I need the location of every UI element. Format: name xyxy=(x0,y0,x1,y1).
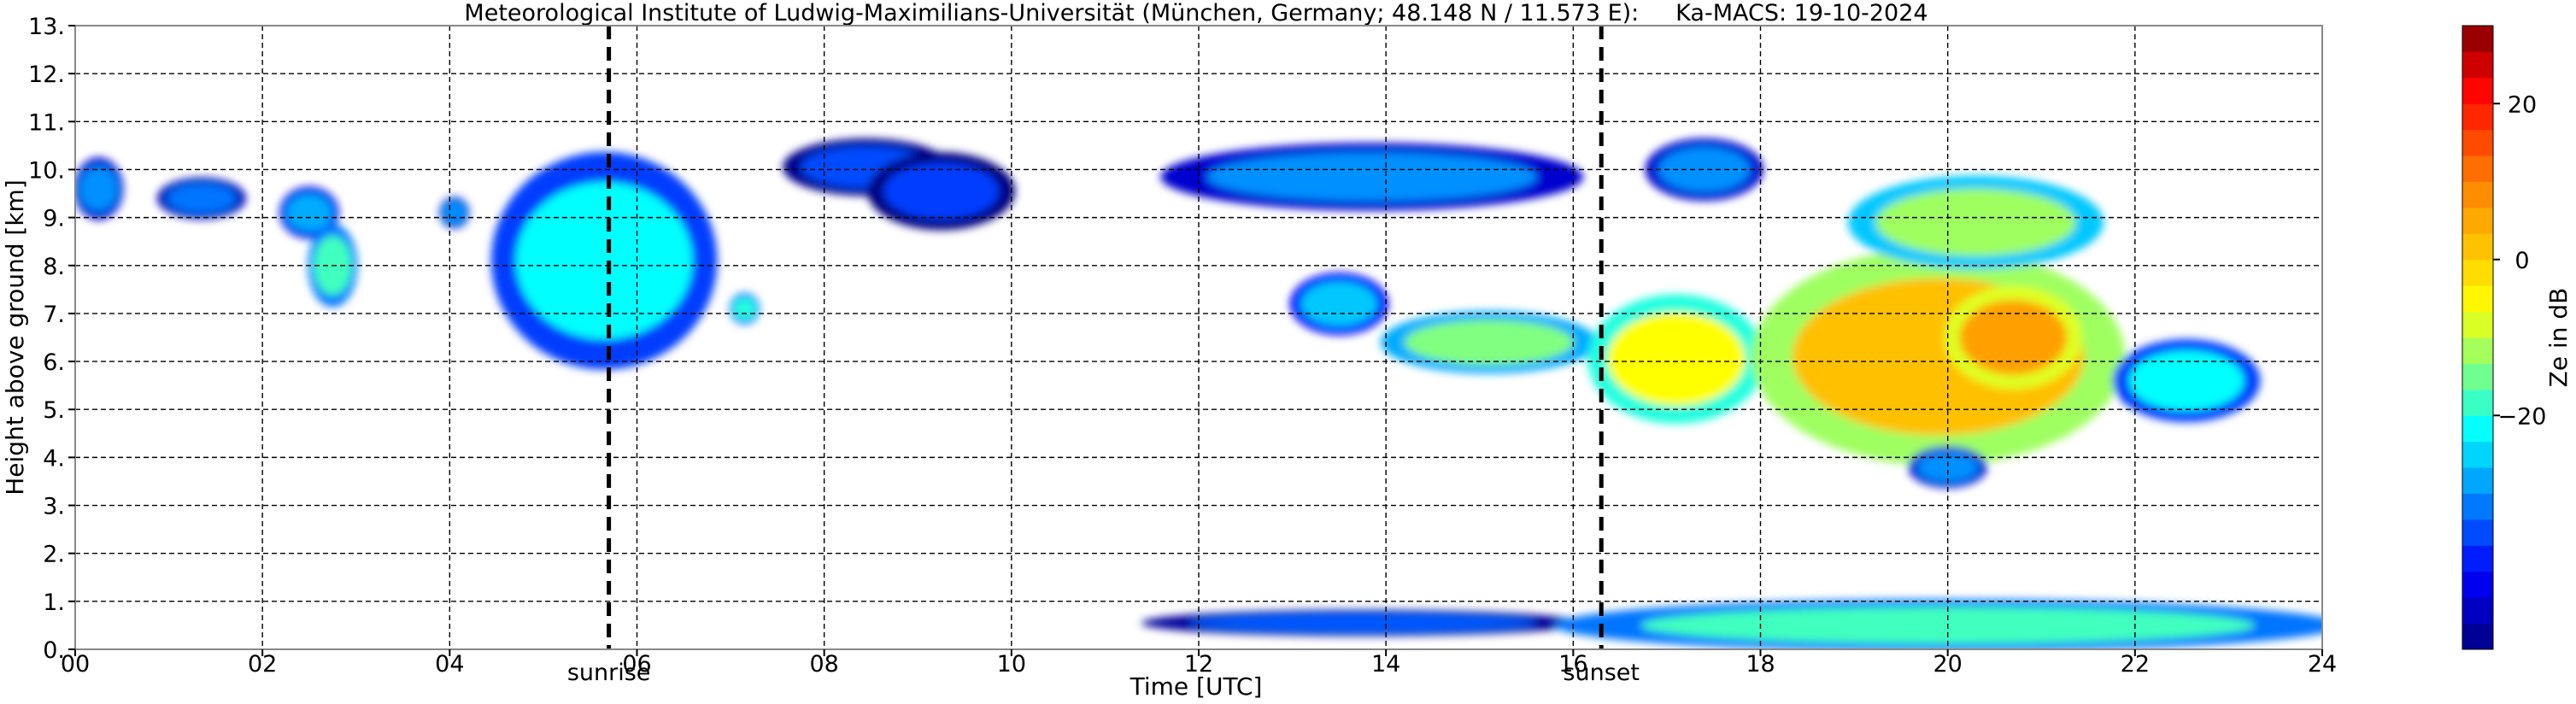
echo-region-10 xyxy=(1206,152,1537,202)
x-tick-label: 18 xyxy=(1746,651,1775,678)
echo-region-12 xyxy=(1300,281,1378,326)
echo-region-1 xyxy=(79,166,118,212)
colorbar-segment xyxy=(2462,129,2493,156)
colorbar-label: Ze in dB xyxy=(2544,288,2573,388)
x-tick-label: 08 xyxy=(809,651,838,678)
chart-title: Meteorological Institute of Ludwig-Maxim… xyxy=(464,0,1928,26)
echo-region-7 xyxy=(733,297,756,320)
sunset-label: sunset xyxy=(1563,660,1640,686)
echo-region-20 xyxy=(1189,613,1535,633)
colorbar-segment xyxy=(2462,259,2493,286)
echo-region-16 xyxy=(1875,188,2076,256)
y-tick-label: 2. xyxy=(43,542,65,568)
colorbar-segment xyxy=(2462,389,2493,416)
echo-region-13 xyxy=(1404,320,1574,365)
colorbar-tick-label: 0 xyxy=(2514,248,2529,274)
y-tick-label: 5. xyxy=(43,397,65,424)
echo-region-14 xyxy=(1607,312,1746,407)
colorbar-segment xyxy=(2462,233,2493,261)
y-tick-label: 1. xyxy=(43,590,65,616)
echo-region-6 xyxy=(515,182,693,340)
colorbar-segment xyxy=(2462,285,2493,313)
y-tick-label: 11. xyxy=(28,109,65,136)
x-tick-label: 16 xyxy=(1558,651,1587,678)
colorbar-segment xyxy=(2462,363,2493,390)
y-tick-label: 3. xyxy=(43,494,65,520)
colorbar-segment xyxy=(2462,51,2493,79)
echo-region-3 xyxy=(286,194,332,232)
y-tick-label: 13. xyxy=(28,14,65,40)
colorbar-segment xyxy=(2462,181,2493,208)
echo-region-11 xyxy=(1658,147,1751,192)
y-tick-label: 9. xyxy=(43,206,65,232)
echo-region-18 xyxy=(2128,350,2244,411)
colorbar-segment xyxy=(2462,623,2493,650)
y-tick-label: 8. xyxy=(43,254,65,280)
colorbar-tick-label: −20 xyxy=(2498,403,2547,430)
y-tick-label: 7. xyxy=(43,302,65,328)
colorbar-segment xyxy=(2462,571,2493,598)
x-tick-label: 00 xyxy=(61,651,90,678)
x-tick-label: 04 xyxy=(435,651,464,678)
colorbar: −20 0 20 xyxy=(2462,25,2547,650)
y-tick-label: 10. xyxy=(28,157,65,184)
colorbar-segment xyxy=(2462,597,2493,625)
colorbar-segment xyxy=(2462,545,2493,572)
colorbar-segment xyxy=(2462,207,2493,234)
reflectivity-field xyxy=(75,138,2322,649)
y-tick-label: 12. xyxy=(28,62,65,88)
x-tick-label: 14 xyxy=(1371,651,1400,678)
x-tick-label: 20 xyxy=(1933,651,1962,678)
annotations: sunrise sunset xyxy=(567,26,1640,686)
echo-region-5 xyxy=(443,201,466,225)
colorbar-segment xyxy=(2462,337,2493,364)
grid xyxy=(75,26,2322,649)
colorbar-segment xyxy=(2462,493,2493,520)
y-axis-label: Height above ground [km] xyxy=(1,179,29,496)
x-tick-label: 10 xyxy=(997,651,1026,678)
colorbar-segment xyxy=(2462,415,2493,443)
x-axis: 00 02 04 06 08 10 12 14 16 18 20 22 24 xyxy=(61,649,2337,678)
y-tick-label: 6. xyxy=(43,349,65,376)
x-tick-label: 22 xyxy=(2121,651,2150,678)
x-tick-label: 02 xyxy=(248,651,277,678)
colorbar-segment xyxy=(2462,467,2493,494)
colorbar-segment xyxy=(2462,311,2493,338)
echo-region-17 xyxy=(1959,300,2068,375)
echo-region-2 xyxy=(167,183,237,214)
colorbar-tick-label: 20 xyxy=(2508,91,2537,118)
x-axis-label: Time [UTC] xyxy=(1130,672,1263,701)
y-tick-label: 4. xyxy=(43,445,65,472)
x-tick-label: 12 xyxy=(1184,651,1213,678)
x-tick-label: 24 xyxy=(2308,651,2337,678)
colorbar-segment xyxy=(2462,441,2493,468)
colorbar-segment xyxy=(2462,26,2493,52)
colorbar-frame xyxy=(2462,25,2494,650)
y-axis: 0. 1. 2. 3. 4. 5. 6. 7. 8. 9. 10. 11. 12. 13. xyxy=(28,14,75,664)
y-tick-label: 0. xyxy=(43,637,65,664)
echo-region-19 xyxy=(1916,452,1979,483)
x-tick-label: 06 xyxy=(622,651,651,678)
colorbar-segment xyxy=(2462,519,2493,546)
colorbar-segment xyxy=(2462,77,2493,104)
echo-region-9 xyxy=(883,162,1000,220)
colorbar-segment xyxy=(2462,155,2493,182)
sunrise-label: sunrise xyxy=(567,660,651,686)
colorbar-segment xyxy=(2462,103,2493,131)
